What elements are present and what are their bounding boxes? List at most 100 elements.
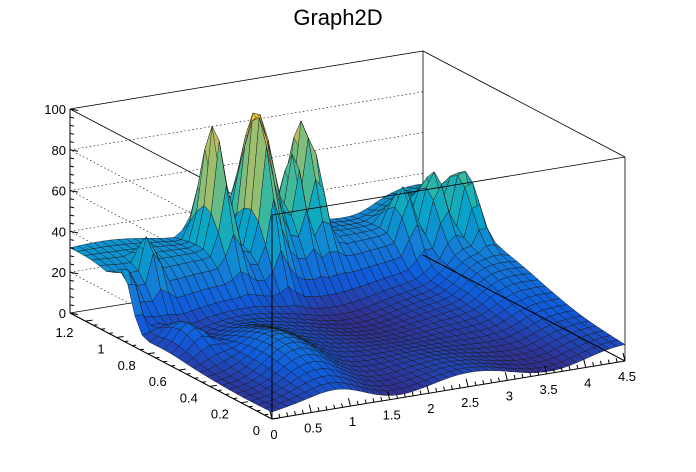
x-minor-tick — [599, 360, 602, 365]
x-tick — [583, 359, 587, 368]
x-minor-tick — [615, 358, 618, 363]
x-axis-line — [271, 360, 626, 420]
x-tick — [269, 410, 273, 420]
z-tick-label: 100 — [44, 102, 66, 117]
x-tick — [387, 391, 391, 400]
x-minor-tick — [521, 373, 524, 378]
x-minor-tick — [490, 378, 493, 384]
front-frame — [271, 50, 626, 420]
x-tick-label: 3 — [506, 388, 513, 403]
y-tick — [209, 384, 217, 387]
z-tick — [69, 271, 79, 275]
x-minor-tick — [356, 400, 359, 405]
x-tick-label: 0 — [270, 427, 277, 442]
x-tick-label: 4 — [584, 375, 591, 390]
x-minor-tick — [458, 383, 461, 389]
z-minor-tick — [69, 157, 75, 160]
x-minor-tick — [278, 413, 281, 418]
y-axis-spine — [69, 312, 273, 420]
y-tick — [147, 352, 155, 355]
x-minor-tick — [435, 387, 438, 393]
x-minor-tick — [333, 404, 336, 409]
box-edge — [422, 50, 626, 158]
z-minor-tick — [69, 263, 75, 266]
x-tick-label: 1.5 — [383, 408, 401, 423]
chart-title: Graph2D — [293, 5, 382, 30]
x-minor-tick — [317, 407, 320, 412]
z-minor-tick — [69, 288, 75, 290]
z-minor-tick — [69, 222, 75, 225]
x-tick-label: 4.5 — [618, 369, 636, 384]
x-tick — [426, 385, 430, 394]
y-tick — [271, 417, 280, 420]
x-minor-tick — [560, 367, 563, 372]
x-minor-tick — [419, 390, 422, 395]
x-minor-tick — [294, 411, 297, 416]
x-minor-tick — [474, 381, 477, 386]
x-minor-tick — [396, 394, 398, 399]
surface-cell — [609, 339, 626, 347]
x-minor-tick — [498, 377, 500, 382]
z-minor-tick — [69, 141, 75, 143]
z-tick-label: 20 — [52, 265, 66, 280]
y-tick — [116, 335, 124, 338]
x-minor-tick — [576, 364, 579, 369]
z-minor-tick — [69, 304, 75, 307]
z-minor-tick — [69, 181, 75, 184]
x-minor-tick — [537, 371, 540, 376]
y-tick-label: 0 — [253, 423, 260, 438]
z-minor-tick — [69, 255, 75, 258]
x-minor-tick — [529, 372, 532, 377]
x-tick-label: 1 — [349, 414, 356, 429]
x-tick — [465, 378, 469, 387]
axis-ticks: 0 20 40 60 80 100 0 0.5 1 1.5 2 2.5 3 3.5 4 4.5 0 0.2 0.4 0… — [44, 102, 636, 442]
x-tick — [308, 404, 312, 413]
x-minor-tick — [450, 385, 453, 390]
z-tick-label: 80 — [52, 143, 66, 158]
z-minor-tick — [69, 116, 75, 119]
x-minor-tick — [364, 399, 367, 404]
z-minor-tick — [69, 165, 75, 168]
z-minor-tick — [69, 173, 75, 176]
y-tick-label: 0.2 — [211, 407, 229, 422]
z-tick-label: 0 — [59, 306, 66, 321]
z-tick — [69, 230, 79, 234]
y-tick-label: 0.4 — [180, 390, 198, 405]
x-minor-tick — [552, 368, 555, 373]
z-minor-tick — [69, 279, 75, 282]
x-minor-tick — [513, 374, 516, 380]
y-tick — [178, 368, 186, 371]
z-tick — [69, 149, 79, 152]
z-minor-tick — [69, 124, 75, 127]
z-minor-tick — [69, 247, 75, 250]
z-minor-tick — [69, 206, 75, 209]
x-minor-tick — [325, 405, 328, 411]
z-tick — [69, 190, 79, 193]
x-tick — [622, 352, 626, 362]
y-axis-line — [422, 254, 626, 362]
z-minor-tick — [69, 198, 75, 201]
x-minor-tick — [301, 409, 304, 414]
box-edge — [69, 50, 424, 110]
x-tick-label: 2.5 — [461, 395, 479, 410]
z-minor-tick — [69, 239, 75, 241]
y-tick-label: 0.8 — [118, 358, 136, 373]
x-minor-tick — [482, 380, 485, 385]
x-tick — [347, 397, 351, 407]
y-tick — [85, 319, 93, 322]
x-minor-tick — [372, 398, 375, 403]
x-minor-tick — [286, 412, 289, 417]
z-minor-tick — [69, 296, 75, 298]
box-edge — [271, 156, 626, 216]
x-minor-tick — [341, 403, 344, 408]
z-tick — [69, 108, 79, 111]
x-minor-tick — [380, 396, 383, 402]
x-minor-tick — [411, 391, 414, 396]
z-minor-tick — [69, 132, 75, 135]
x-minor-tick — [443, 386, 446, 391]
y-tick-label: 0.6 — [149, 374, 167, 389]
x-tick-label: 2 — [427, 401, 434, 416]
x-tick-label: 3.5 — [540, 382, 558, 397]
surface-plot — [69, 112, 626, 413]
